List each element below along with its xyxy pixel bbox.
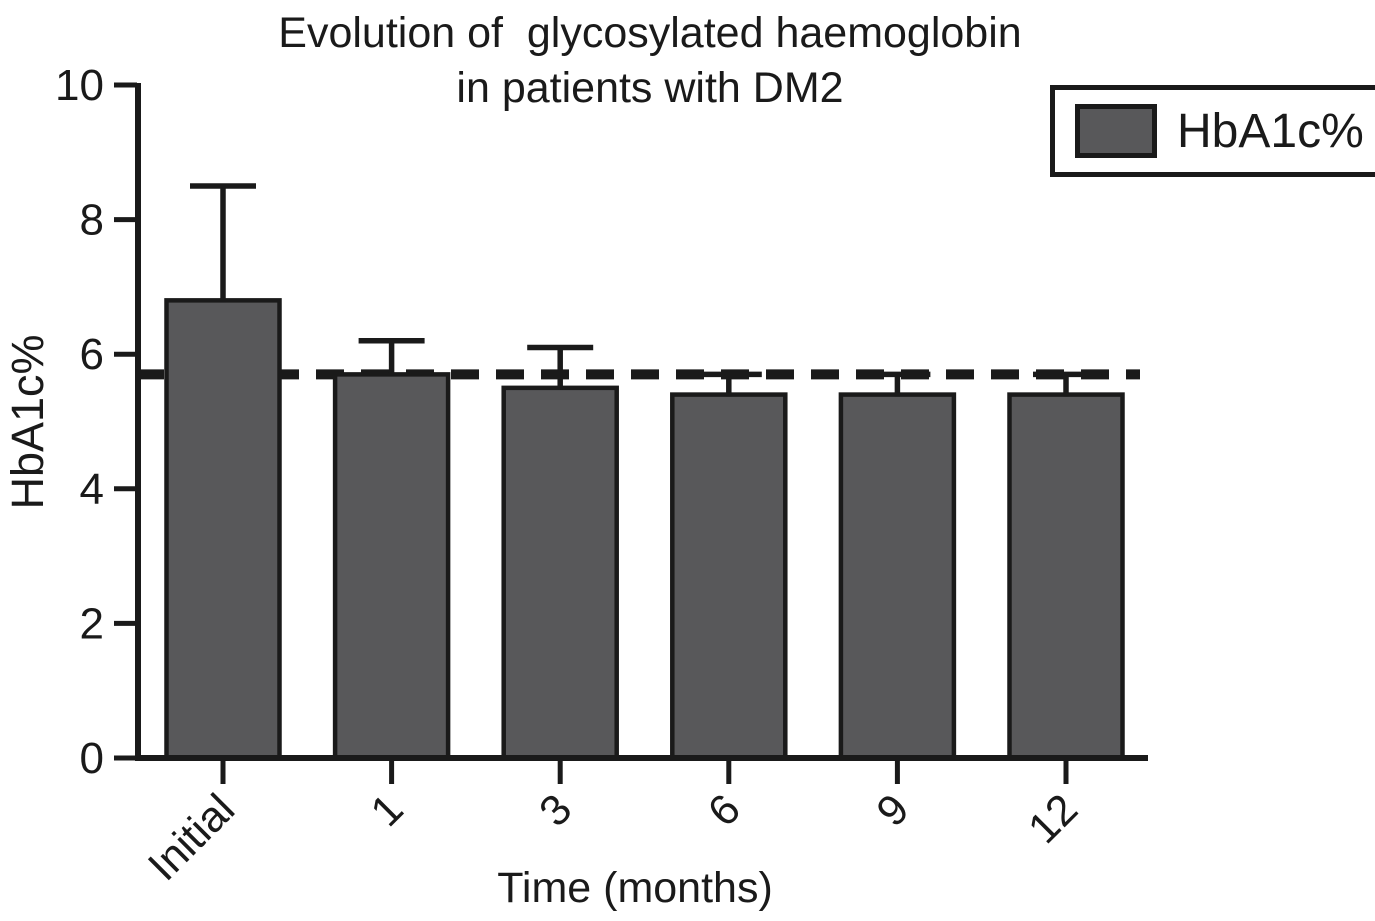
bar-initial <box>164 298 282 761</box>
bar-6 <box>670 392 788 761</box>
legend-label: HbA1c% <box>1177 104 1364 158</box>
x-tick-label-12: 12 <box>1019 785 1087 853</box>
x-axis-title: Time (months) <box>497 864 773 912</box>
y-tick-label-8: 8 <box>80 196 104 245</box>
bar-12 <box>1007 392 1125 761</box>
bar-1 <box>332 372 451 761</box>
y-tick-label-4: 4 <box>80 465 104 514</box>
chart-title-line-2: in patients with DM2 <box>456 64 844 113</box>
y-tick-label-0: 0 <box>80 734 104 783</box>
x-tick-label-9: 9 <box>868 785 919 836</box>
x-tick-label-1: 1 <box>362 785 413 836</box>
bar-3 <box>501 385 619 761</box>
y-tick-label-6: 6 <box>80 330 104 379</box>
legend: HbA1c% <box>1050 85 1375 177</box>
legend-swatch-hba1c <box>1075 104 1157 158</box>
bar-9 <box>838 392 957 761</box>
chart-title: Evolution of glycosylated haemoglobin in … <box>0 6 1300 116</box>
x-tick-label-3: 3 <box>530 785 581 836</box>
x-tick-label-6: 6 <box>699 785 750 836</box>
chart-title-line-1: Evolution of glycosylated haemoglobin <box>278 9 1022 57</box>
y-tick-label-10: 10 <box>55 61 104 110</box>
y-tick-label-2: 2 <box>80 599 104 648</box>
